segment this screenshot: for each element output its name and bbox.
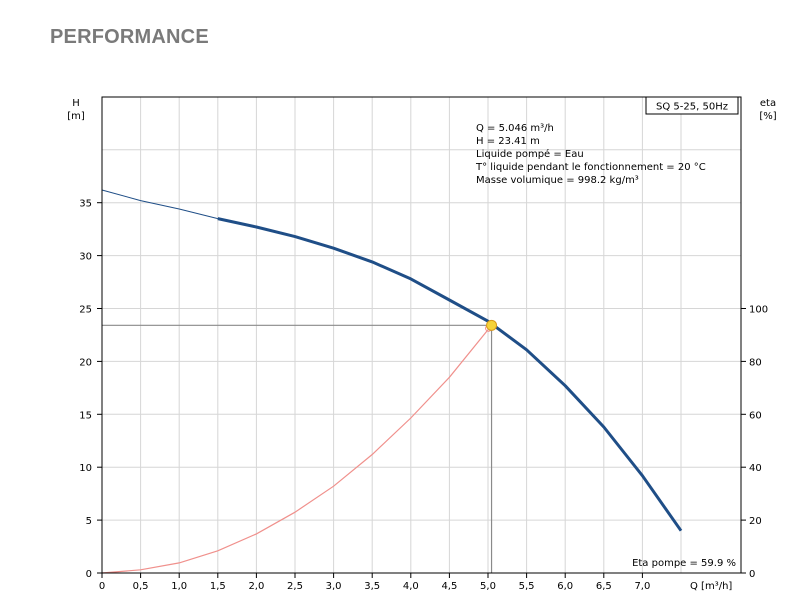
grid-lines	[102, 97, 741, 573]
info-flow: Q = 5.046 m³/h	[476, 123, 554, 134]
chart-title: SQ 5-25, 50Hz	[656, 102, 728, 113]
x-tick-label: 3,5	[364, 581, 380, 592]
y-right-tick-label: 40	[749, 463, 762, 474]
x-tick-label: 4,0	[403, 581, 419, 592]
x-tick-label: 4,5	[441, 581, 457, 592]
y-right-tick-label: 0	[749, 569, 755, 580]
info-temperature: T° liquide pendant le fonctionnement = 2…	[475, 162, 706, 173]
y-left-tick-label: 10	[79, 463, 92, 474]
x-tick-label: 6,0	[557, 581, 573, 592]
y-left-label-line2: [m]	[67, 111, 85, 122]
operating-point-marker	[486, 319, 498, 331]
y-right-tick-label: 80	[749, 357, 762, 368]
y-left-tick-label: 35	[79, 199, 92, 210]
axes: 0 0,5 1,0 1,5 2,0 2,5 3,0 3,5 4,0 4,5 5,0 5,5 6,0 6,5…	[79, 199, 768, 592]
y-right-tick-label: 60	[749, 410, 762, 421]
y-left-tick-label: 30	[79, 252, 92, 263]
info-density: Masse volumique = 998.2 kg/m³	[476, 175, 639, 186]
x-axis-label: Q [m³/h]	[690, 581, 732, 592]
x-tick-label: 5,5	[519, 581, 535, 592]
x-tick-label: 6,5	[596, 581, 612, 592]
x-tick-label: 2,5	[287, 581, 303, 592]
y-right-tick-label: 100	[749, 305, 768, 316]
info-head: H = 23.41 m	[476, 136, 540, 147]
x-tick-label: 0	[99, 581, 105, 592]
x-tick-label: 3,0	[326, 581, 342, 592]
x-tick-label: 1,5	[210, 581, 226, 592]
head-curve	[217, 217, 683, 532]
x-tick-label: 1,0	[171, 581, 187, 592]
y-left-tick-label: 20	[79, 357, 92, 368]
plot-frame	[101, 96, 742, 574]
page-heading: PERFORMANCE	[50, 26, 209, 48]
x-tick-label: 2,0	[248, 581, 264, 592]
y-right-label-line2: [%]	[759, 111, 776, 122]
y-left-tick-label: 5	[86, 516, 92, 527]
x-tick-label: 0,5	[133, 581, 149, 592]
chart-title-box	[645, 96, 739, 115]
y-right-tick-label: 20	[749, 516, 762, 527]
y-left-tick-label: 0	[86, 569, 92, 580]
eta-curve	[101, 329, 489, 574]
x-tick-label: 7,0	[634, 581, 650, 592]
y-left-tick-label: 15	[79, 410, 92, 421]
head-curve-thin	[101, 189, 682, 531]
efficiency-note: Eta pompe = 59.9 %	[632, 558, 736, 569]
x-tick-label: 5,0	[480, 581, 496, 592]
y-left-label-line1: H	[72, 98, 80, 109]
info-liquid: Liquide pompé = Eau	[476, 148, 584, 160]
y-right-label-line1: eta	[760, 98, 776, 109]
y-left-tick-label: 25	[79, 305, 92, 316]
curves	[101, 189, 683, 574]
